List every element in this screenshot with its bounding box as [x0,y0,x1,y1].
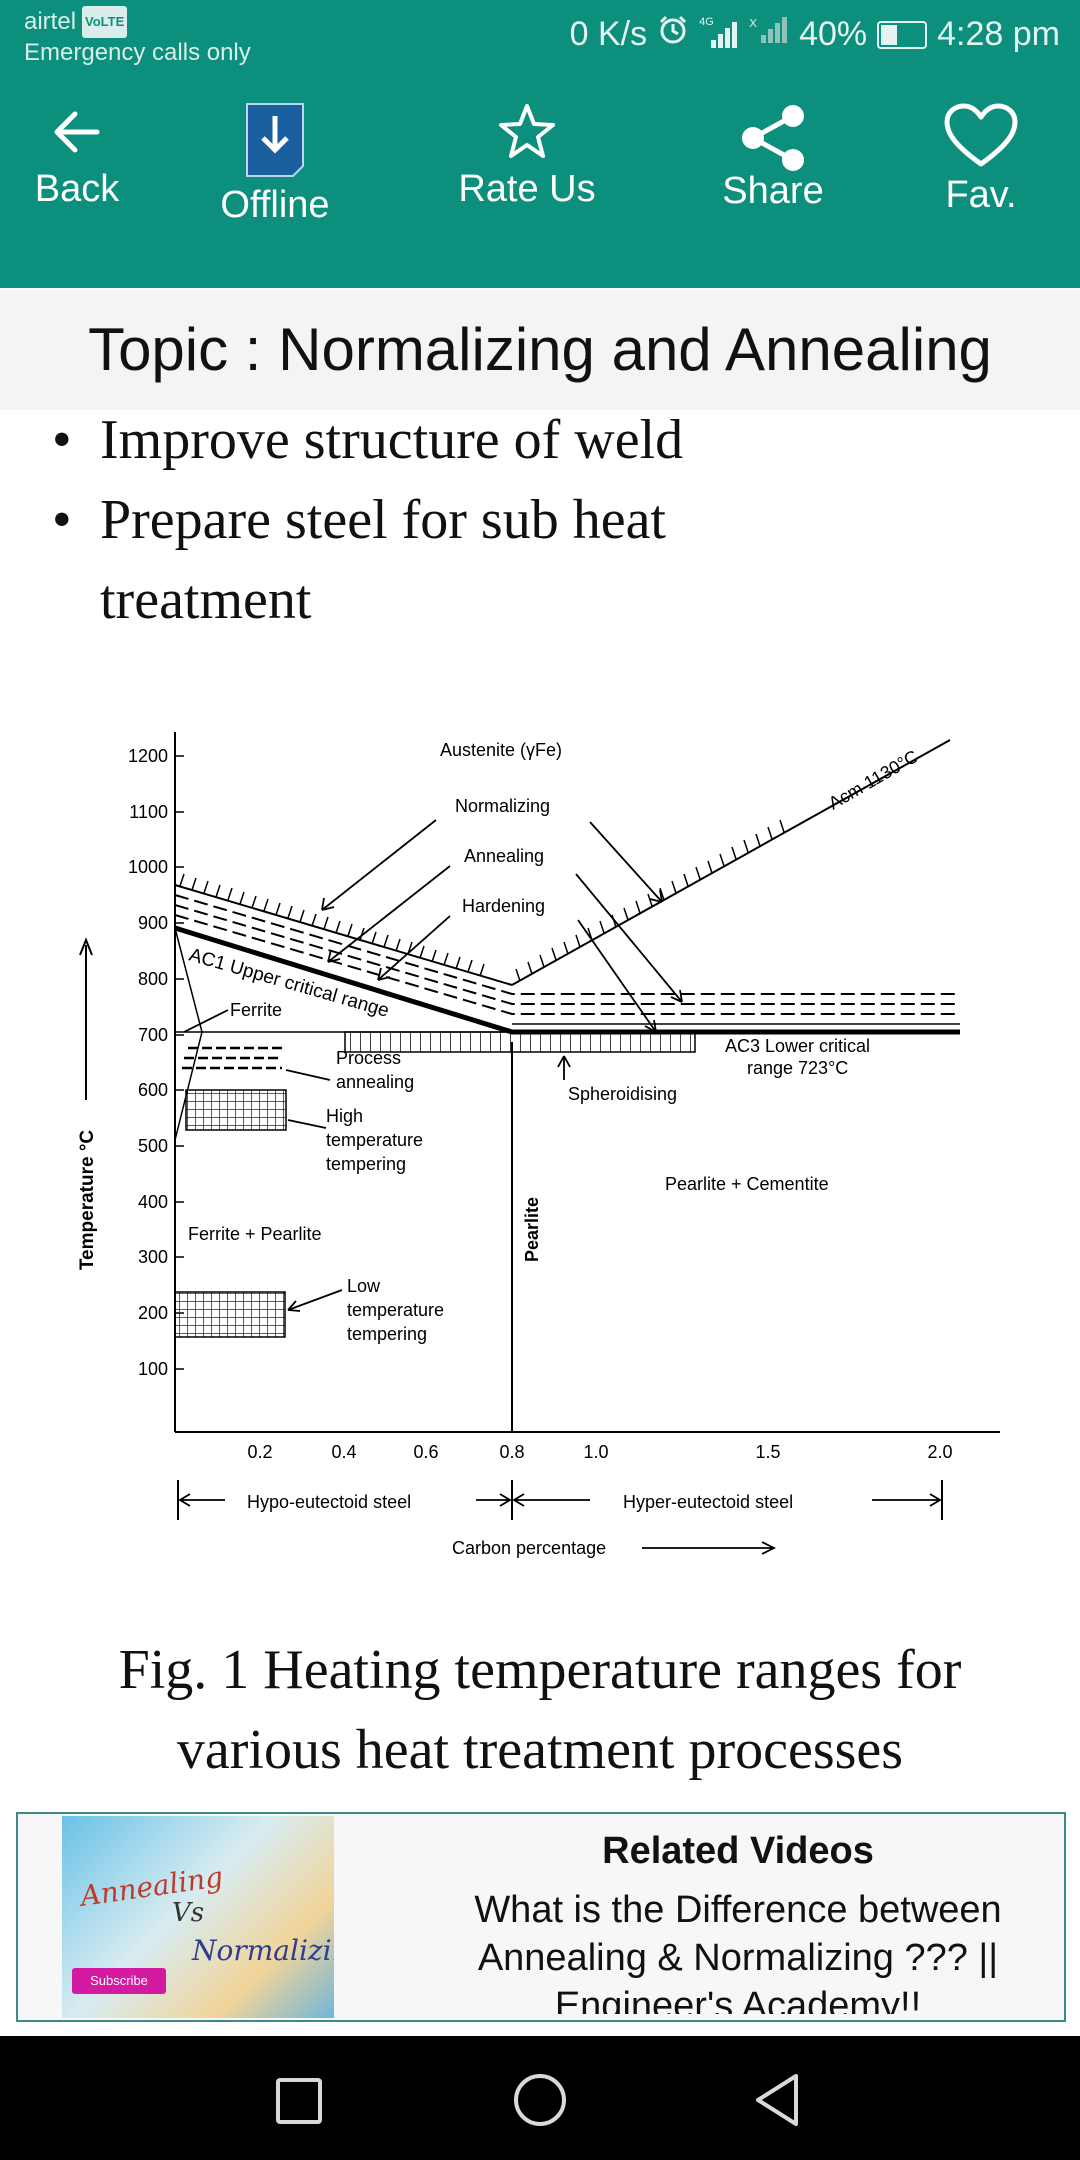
low-label-2: temperature [347,1300,444,1320]
offline-label: Offline [220,184,330,226]
volte-badge: VoLTE [82,6,128,38]
favourite-button[interactable]: Fav. [896,102,1066,217]
y-tick: 1100 [129,802,168,822]
subscribe-badge: Subscribe [72,1968,166,1994]
battery-icon [877,20,928,49]
process-label-1: Process [336,1048,401,1068]
carrier-name: airtel [24,8,77,35]
high-label-1: High [326,1106,363,1126]
annealing-label: Annealing [464,846,544,866]
share-label: Share [722,170,824,212]
x-tick: 0.2 [247,1442,272,1462]
back-label: Back [34,168,120,210]
thumb-title-2: Vs [172,1898,205,1928]
battery-percent: 40% [799,15,868,53]
bullet-item: Prepare steel for sub heat treatment [52,480,880,640]
status-left: airtel VoLTE Emergency calls only [24,6,251,68]
signal-2-icon: x [749,15,789,54]
ac3-label-line2: range 723°C [747,1058,848,1078]
y-tick: 800 [138,969,168,989]
x-tick: 0.8 [499,1442,524,1462]
y-tick: 1200 [128,746,168,766]
clock: 4:28 pm [937,15,1060,53]
favourite-label: Fav. [945,174,1017,216]
y-tick: 700 [138,1025,168,1045]
topic-title: Topic : Normalizing and Annealing [0,290,1080,412]
pearlite-label: Pearlite [522,1197,542,1262]
low-label-3: tempering [347,1324,427,1344]
back-nav-icon[interactable] [752,2072,802,2128]
pearlite-cementite-label: Pearlite + Cementite [665,1174,829,1194]
rate-us-button[interactable]: Rate Us [442,102,612,211]
signal-icon: 4G [699,16,739,50]
status-bar: airtel VoLTE Emergency calls only 0 K/s … [0,0,1080,72]
low-label-1: Low [347,1276,381,1296]
network-type: 4G [699,15,714,28]
x-tick: 0.6 [413,1442,438,1462]
ac3-label-line1: AC3 Lower critical [725,1036,870,1056]
high-label-3: tempering [326,1154,406,1174]
share-icon [742,105,804,171]
carrier: airtel VoLTE [24,6,251,38]
bullet-item: Improve structure of weld [52,410,880,480]
video-thumbnail[interactable]: Annealing Vs Normalizing Subscribe [62,1816,334,2018]
austenite-label: Austenite (γFe) [440,740,562,760]
acm-label: Acm 1130°C [825,746,922,813]
y-tick: 400 [138,1192,168,1212]
status-right: 0 K/s 4G x 40% 4:28 pm [570,14,1060,55]
process-label-2: annealing [336,1072,414,1092]
x-tick: 2.0 [927,1442,952,1462]
y-tick: 1000 [128,857,168,877]
hyper-label: Hyper-eutectoid steel [623,1492,793,1512]
emergency-text: Emergency calls only [24,39,251,66]
caption-line-2: various heat treatment processes [176,1719,904,1781]
x-tick: 1.0 [583,1442,608,1462]
heat-treatment-diagram: 1200 1100 1000 900 800 700 600 500 400 3… [77,732,1000,1558]
y-tick: 200 [138,1303,168,1323]
related-videos-title: Related Videos [602,1830,874,1872]
back-button[interactable]: Back [0,102,162,211]
hypo-label: Hypo-eutectoid steel [247,1492,411,1512]
related-video-title[interactable]: What is the Difference between Annealing… [474,1889,1002,2014]
recent-apps-icon[interactable] [274,2076,324,2126]
back-arrow-icon [54,111,100,153]
app-toolbar: Back Offline Rate Us Share Fav. [0,72,1080,288]
heart-icon [944,103,1018,167]
y-tick: 500 [138,1136,168,1156]
x-tick: 0.4 [331,1442,356,1462]
offline-button[interactable]: Offline [190,102,360,227]
x-tick: 1.5 [755,1442,780,1462]
rate-us-label: Rate Us [458,168,596,210]
high-label-2: temperature [326,1130,423,1150]
network-speed: 0 K/s [569,15,648,53]
y-axis-label: Temperature °C [77,1130,98,1271]
y-tick: 600 [138,1080,168,1100]
y-tick: 100 [138,1359,168,1379]
y-tick: 900 [138,913,168,933]
svg-text:x: x [749,15,757,31]
bullet-list: Improve structure of weld Prepare steel … [52,410,880,640]
star-icon [499,104,555,158]
normalizing-label: Normalizing [455,796,550,816]
navigation-bar [0,2036,1080,2160]
thumb-title-3: Normalizing [192,1934,334,1967]
caption-line-1: Fig. 1 Heating temperature ranges for [118,1639,962,1701]
content-area[interactable]: Improve structure of weld Prepare steel … [0,410,1080,1810]
download-document-icon [246,103,304,177]
ferrite-label: Ferrite [230,1000,282,1020]
share-button[interactable]: Share [688,102,858,213]
alarm-icon [657,14,689,55]
y-tick: 300 [138,1247,168,1267]
carbon-label: Carbon percentage [452,1538,606,1558]
figure-caption: Fig. 1 Heating temperature ranges for va… [0,1630,1080,1790]
home-icon[interactable] [512,2072,568,2128]
spheroidising-label: Spheroidising [568,1084,677,1104]
hardening-label: Hardening [462,896,545,916]
ferrite-pearlite-label: Ferrite + Pearlite [188,1224,322,1244]
related-videos-card[interactable]: Annealing Vs Normalizing Subscribe Relat… [16,1812,1066,2022]
acm-line [511,739,951,986]
